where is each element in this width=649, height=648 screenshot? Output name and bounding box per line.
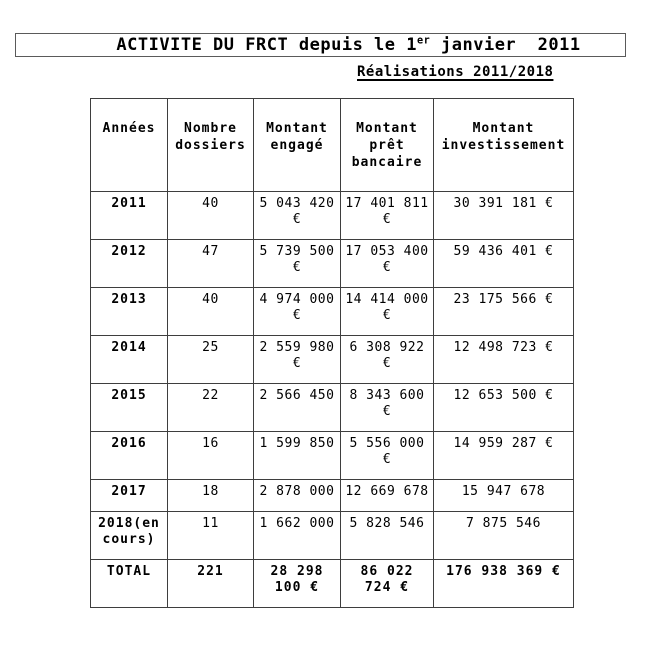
table-row: 2016 16 1 599 850 5 556 000 €14 959 287 € (90, 431, 574, 480)
value-cell: 12 653 500 € (433, 383, 574, 432)
value-cell: 12 669 678 (340, 479, 434, 512)
value-cell: 22 (167, 383, 254, 432)
table-row: 2017 18 2 878 000 12 669 678 15 947 678 (90, 479, 574, 512)
value-cell: 11 (167, 511, 254, 560)
value-cell: 2 559 980 € (253, 335, 341, 384)
value-cell: 5 739 500 € (253, 239, 341, 288)
title-box: ACTIVITE DU FRCT depuis le 1er janvier 2… (15, 33, 626, 57)
value-cell: 18 (167, 479, 254, 512)
value-cell: 8 343 600 € (340, 383, 434, 432)
year-cell: 2011 (90, 191, 168, 240)
table-row: 2014 25 2 559 980 €6 308 922 €12 498 723 € (90, 335, 574, 384)
table-row: 2015 22 2 566 450 8 343 600 €12 653 500 € (90, 383, 574, 432)
value-cell: 59 436 401 € (433, 239, 574, 288)
column-header: Montant investissement (433, 98, 574, 192)
value-cell: 176 938 369 € (433, 559, 574, 608)
page-title-prefix: ACTIVITE DU FRCT depuis le 1 (116, 35, 417, 55)
value-cell: 40 (167, 287, 254, 336)
value-cell: 86 022 724 € (340, 559, 434, 608)
header-row: Années Nombre dossiers Montant engagé Monta… (90, 98, 574, 192)
column-header: Nombre dossiers (167, 98, 254, 192)
value-cell: 17 401 811 € (340, 191, 434, 240)
subtitle: Réalisations 2011/2018 (357, 64, 554, 80)
value-cell: 15 947 678 (433, 479, 574, 512)
value-cell: 5 828 546 (340, 511, 434, 560)
value-cell: 2 566 450 (253, 383, 341, 432)
value-cell: 5 556 000 € (340, 431, 434, 480)
value-cell: 12 498 723 € (433, 335, 574, 384)
year-cell: 2014 (90, 335, 168, 384)
table-body: 2011 40 5 043 420 €17 401 811 €30 391 181 … (90, 191, 574, 608)
value-cell: 47 (167, 239, 254, 288)
table-row: 2012 47 5 739 500 €17 053 400 €59 436 401 … (90, 239, 574, 288)
column-header: Montant engagé (253, 98, 341, 192)
value-cell: 16 (167, 431, 254, 480)
value-cell: 2 878 000 (253, 479, 341, 512)
value-cell: 17 053 400 € (340, 239, 434, 288)
value-cell: 25 (167, 335, 254, 384)
value-cell: 5 043 420 € (253, 191, 341, 240)
year-cell: 2013 (90, 287, 168, 336)
column-header: Montant prêt bancaire (340, 98, 434, 192)
table-row: 2011 40 5 043 420 €17 401 811 €30 391 181 … (90, 191, 574, 240)
value-cell: 14 959 287 € (433, 431, 574, 480)
value-cell: 1 599 850 (253, 431, 341, 480)
activity-table: Années Nombre dossiers Montant engagé Monta… (90, 98, 574, 608)
value-cell: 14 414 000 € (340, 287, 434, 336)
column-header: Années (90, 98, 168, 192)
year-cell: 2012 (90, 239, 168, 288)
total-row: TOTAL 221 28 298 100 €86 022 724 €176 938 … (90, 559, 574, 608)
table-row: 2013 40 4 974 000 €14 414 000 €23 175 566 … (90, 287, 574, 336)
table-row: 2018(en cours) 11 1 662 000 5 828 546 7 875 … (90, 511, 574, 560)
value-cell: 28 298 100 € (253, 559, 341, 608)
value-cell: 1 662 000 (253, 511, 341, 560)
value-cell: 40 (167, 191, 254, 240)
value-cell: 221 (167, 559, 254, 608)
value-cell: 6 308 922 € (340, 335, 434, 384)
year-cell: 2017 (90, 479, 168, 512)
page-title-suffix: janvier 2011 (430, 35, 581, 55)
value-cell: 30 391 181 € (433, 191, 574, 240)
value-cell: 7 875 546 (433, 511, 574, 560)
value-cell: 23 175 566 € (433, 287, 574, 336)
page-title: ACTIVITE DU FRCT depuis le 1er janvier 2… (116, 35, 580, 55)
year-cell: 2015 (90, 383, 168, 432)
year-cell: TOTAL (90, 559, 168, 608)
value-cell: 4 974 000 € (253, 287, 341, 336)
page-title-superscript: er (417, 35, 431, 47)
year-cell: 2018(en cours) (90, 511, 168, 560)
year-cell: 2016 (90, 431, 168, 480)
